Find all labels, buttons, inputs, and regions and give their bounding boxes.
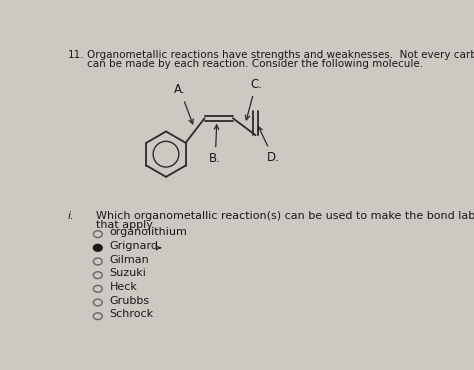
Text: Grignard: Grignard: [109, 241, 159, 251]
Text: Schrock: Schrock: [109, 309, 154, 319]
Text: organolithium: organolithium: [109, 228, 187, 238]
Text: 11.: 11.: [67, 50, 84, 60]
Text: Gilman: Gilman: [109, 255, 149, 265]
Text: that apply.: that apply.: [96, 220, 155, 230]
Text: A.: A.: [174, 84, 193, 124]
Text: D.: D.: [258, 127, 280, 164]
Text: C.: C.: [246, 78, 262, 120]
Text: i.: i.: [67, 211, 74, 221]
Text: Heck: Heck: [109, 282, 137, 292]
Text: Suzuki: Suzuki: [109, 269, 146, 279]
Text: Organometallic reactions have strengths and weaknesses.  Not every carbon-carbon: Organometallic reactions have strengths …: [87, 50, 474, 60]
Text: Grubbs: Grubbs: [109, 296, 150, 306]
Circle shape: [93, 245, 102, 251]
Text: B.: B.: [210, 125, 221, 165]
Text: Which organometallic reaction(s) can be used to make the bond labeled “A”. Bubbl: Which organometallic reaction(s) can be …: [96, 211, 474, 221]
Text: can be made by each reaction. Consider the following molecule.: can be made by each reaction. Consider t…: [87, 58, 423, 69]
